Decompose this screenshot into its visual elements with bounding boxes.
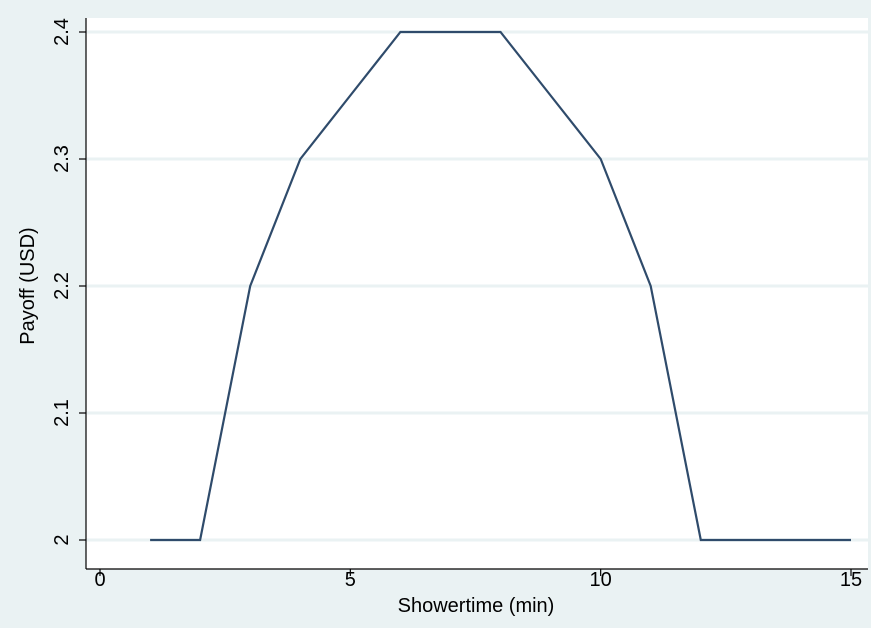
- x-tick-label: 15: [840, 569, 862, 591]
- axes: [79, 18, 868, 576]
- y-tick-label: 2.4: [51, 18, 73, 46]
- x-tick-label: 0: [94, 569, 105, 591]
- y-axis-title: Payoff (USD): [17, 227, 39, 344]
- y-tick-label: 2.2: [51, 272, 73, 300]
- y-tick-label: 2.3: [51, 145, 73, 173]
- plot-area: [86, 18, 868, 569]
- y-tick-label: 2: [51, 534, 73, 545]
- x-tick-label: 10: [590, 569, 612, 591]
- y-tick-label: 2.1: [51, 399, 73, 427]
- tick-labels: 2 2.1 2.2 2.3 2.4 0 5 10 15: [51, 18, 862, 591]
- x-tick-label: 5: [345, 569, 356, 591]
- x-axis-title: Showertime (min): [398, 595, 555, 617]
- series-layer: [150, 30, 851, 542]
- series-line: [150, 30, 851, 542]
